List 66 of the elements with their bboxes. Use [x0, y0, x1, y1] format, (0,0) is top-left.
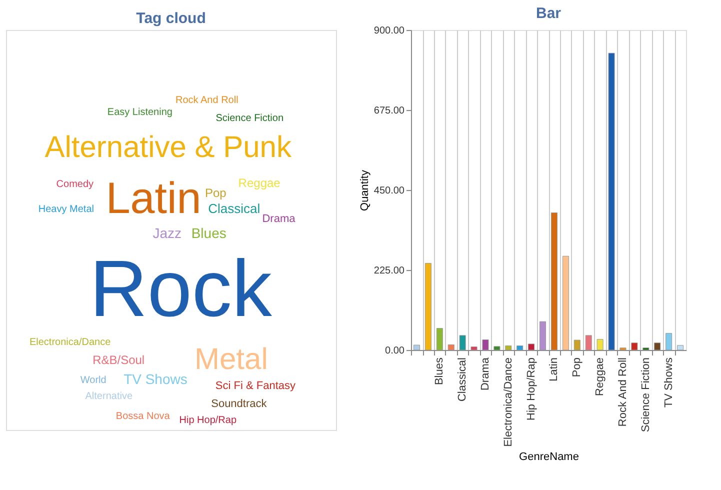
x-tick-label: Electronica/Dance [502, 358, 514, 447]
category-label: Blues [191, 225, 226, 241]
bar [596, 339, 604, 350]
bar [494, 346, 500, 350]
bar [608, 52, 615, 350]
category-label: Sci Fi & Fantasy [215, 380, 296, 392]
category-label: Soundtrack [211, 398, 268, 410]
category-label: Comedy [56, 179, 94, 190]
category-label: Science Fiction [216, 113, 284, 124]
y-tick-label: 900.00 [374, 26, 405, 36]
category-label: Easy Listening [107, 107, 172, 118]
y-tick-label: 225.00 [374, 266, 405, 276]
category-label: World [80, 375, 106, 386]
bar [470, 346, 478, 350]
y-tick-label: 0.00 [385, 346, 405, 356]
category-label: Classical [208, 201, 260, 216]
bar [436, 328, 443, 350]
bar [516, 345, 524, 350]
category-label: R&B/Soul [92, 353, 145, 367]
category-label: Latin [106, 174, 202, 223]
category-label: Alternative [85, 391, 133, 402]
bar [540, 321, 546, 350]
category-label: Alternative & Punk [44, 131, 292, 164]
bar [574, 340, 580, 350]
category-label: Rock [90, 244, 273, 333]
bar [550, 212, 558, 350]
category-label: Metal [194, 343, 268, 376]
x-tick-label: Blues [434, 357, 446, 386]
bar [448, 344, 454, 350]
x-tick-label: TV Shows [662, 357, 675, 408]
bar [528, 344, 535, 350]
bar [562, 256, 569, 350]
y-tick-label: 450.00 [374, 186, 405, 196]
bar [654, 342, 661, 350]
category-label: Electronica/Dance [29, 337, 112, 348]
bar [642, 348, 650, 350]
category-label: Pop [204, 186, 227, 200]
text: Tag cloud [136, 10, 206, 27]
category-label: Reggae [238, 176, 281, 190]
bar [505, 345, 512, 350]
chart-title: Bar [536, 5, 562, 22]
bar [666, 333, 672, 350]
x-tick-label: Drama [479, 356, 492, 391]
bar [482, 339, 489, 350]
bar [620, 348, 626, 350]
y-axis-title: Quantity [358, 170, 371, 211]
x-tick-label: Pop [571, 358, 584, 378]
category-label: Drama [262, 213, 296, 225]
category-label: Bossa Nova [116, 411, 170, 422]
bar [459, 335, 466, 350]
y-tick-label: 675.00 [374, 106, 405, 116]
x-axis-title: GenreName [519, 450, 579, 463]
x-tick-label: Classical [456, 358, 469, 402]
x-tick-label: Hip Hop/Rap [525, 358, 538, 420]
bar [677, 345, 684, 350]
x-tick-label: Latin [548, 358, 560, 382]
bar [413, 344, 420, 350]
category-label: Heavy Metal [38, 204, 94, 215]
category-label: Jazz [152, 225, 182, 241]
x-tick-label: Science Fiction [640, 358, 652, 432]
category-label: Rock And Roll [176, 95, 238, 106]
x-tick-label: Rock And Roll [616, 358, 629, 427]
bar [631, 342, 638, 350]
bar [424, 262, 432, 350]
bar [585, 335, 592, 350]
x-tick-label: Reggae [594, 358, 606, 396]
